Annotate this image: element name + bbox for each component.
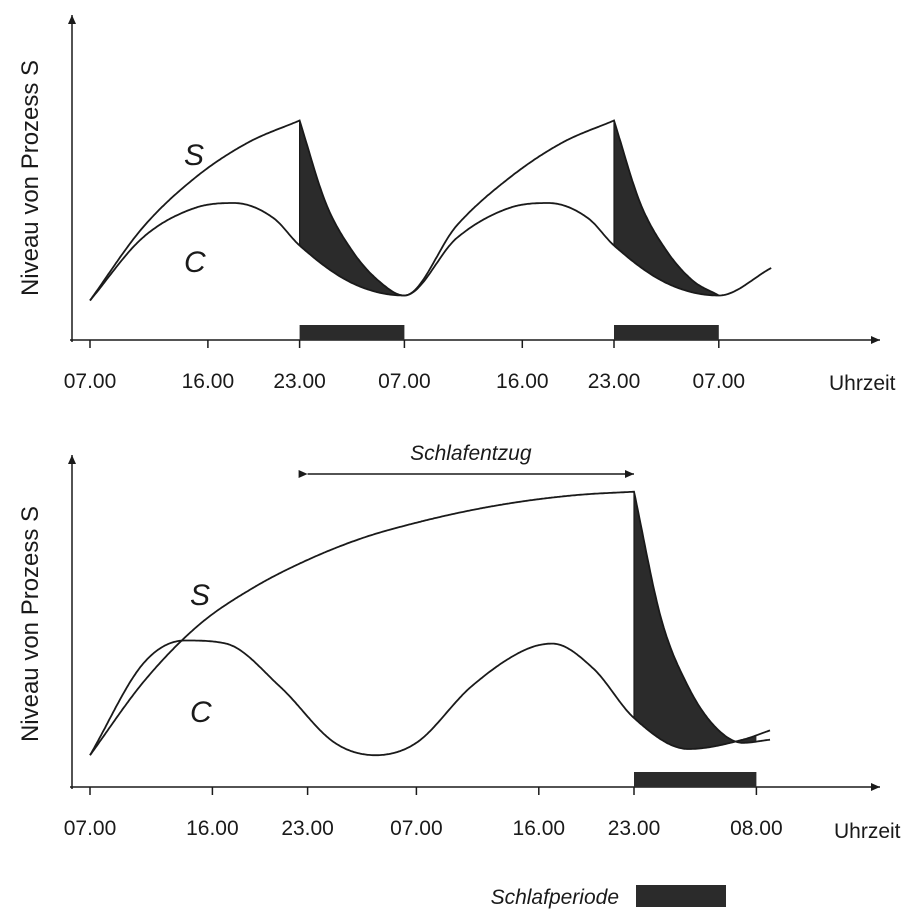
series-c-line	[89, 639, 771, 757]
legend: Schlafperiode	[491, 885, 726, 909]
chart-panel-bottom: 07.00 16.00 23.00 07.00 16.00 23.00 08.00 Schl…	[17, 442, 901, 843]
x-tick-label: 08.00	[730, 817, 783, 840]
series-c-line	[89, 202, 772, 302]
x-tick-label: 07.00	[64, 370, 117, 393]
x-tick-label: 07.00	[378, 370, 431, 393]
x-tick-label: 23.00	[281, 817, 334, 840]
y-axis-label: Niveau von Prozess S	[17, 60, 44, 296]
chart-panel-top: 07.00 16.00 23.00 07.00 16.00 23.00 07.00 Nive…	[17, 15, 896, 395]
x-tick-labels: 07.00 16.00 23.00 07.00 16.00 23.00 07.00	[64, 370, 745, 393]
sleep-bars	[634, 772, 757, 787]
schlafentzug-label: Schlafentzug	[410, 442, 532, 465]
x-tick-label: 07.00	[64, 817, 117, 840]
x-tick-labels: 07.00 16.00 23.00 07.00 16.00 23.00 08.00	[64, 817, 783, 840]
legend-label: Schlafperiode	[491, 886, 619, 909]
x-tick-label: 07.00	[693, 370, 746, 393]
x-tick-label: 16.00	[182, 370, 235, 393]
curve-label-s: S	[184, 139, 204, 172]
x-tick-label: 23.00	[273, 370, 326, 393]
x-axis-label: Uhrzeit	[834, 820, 901, 843]
curve-label-c: C	[190, 696, 212, 729]
x-tick-label: 07.00	[390, 817, 443, 840]
sleep-shade-region	[299, 120, 405, 296]
y-axis-label: Niveau von Prozess S	[17, 506, 44, 742]
series-s-line	[89, 490, 771, 756]
x-tick-label: 16.00	[496, 370, 549, 393]
sleep-period-bar	[634, 772, 757, 787]
x-tick-label: 23.00	[608, 817, 661, 840]
x-tick-marks	[89, 787, 758, 795]
x-tick-marks	[89, 340, 720, 348]
sleep-shade-region	[634, 491, 757, 749]
curves	[89, 490, 771, 757]
curves	[89, 119, 772, 302]
legend-swatch	[636, 885, 726, 907]
x-tick-label: 16.00	[186, 817, 239, 840]
curve-label-s: S	[190, 579, 210, 612]
x-tick-label: 23.00	[588, 370, 641, 393]
sleep-shading	[299, 120, 719, 296]
x-axis-label: Uhrzeit	[829, 372, 896, 395]
sleep-period-bar	[614, 325, 719, 340]
sleep-period-bar	[299, 325, 405, 340]
sleep-bars	[299, 325, 719, 340]
x-tick-label: 16.00	[513, 817, 566, 840]
sleep-shading	[633, 491, 757, 749]
curve-label-c: C	[184, 246, 206, 279]
sleep-shade-region	[614, 120, 719, 296]
